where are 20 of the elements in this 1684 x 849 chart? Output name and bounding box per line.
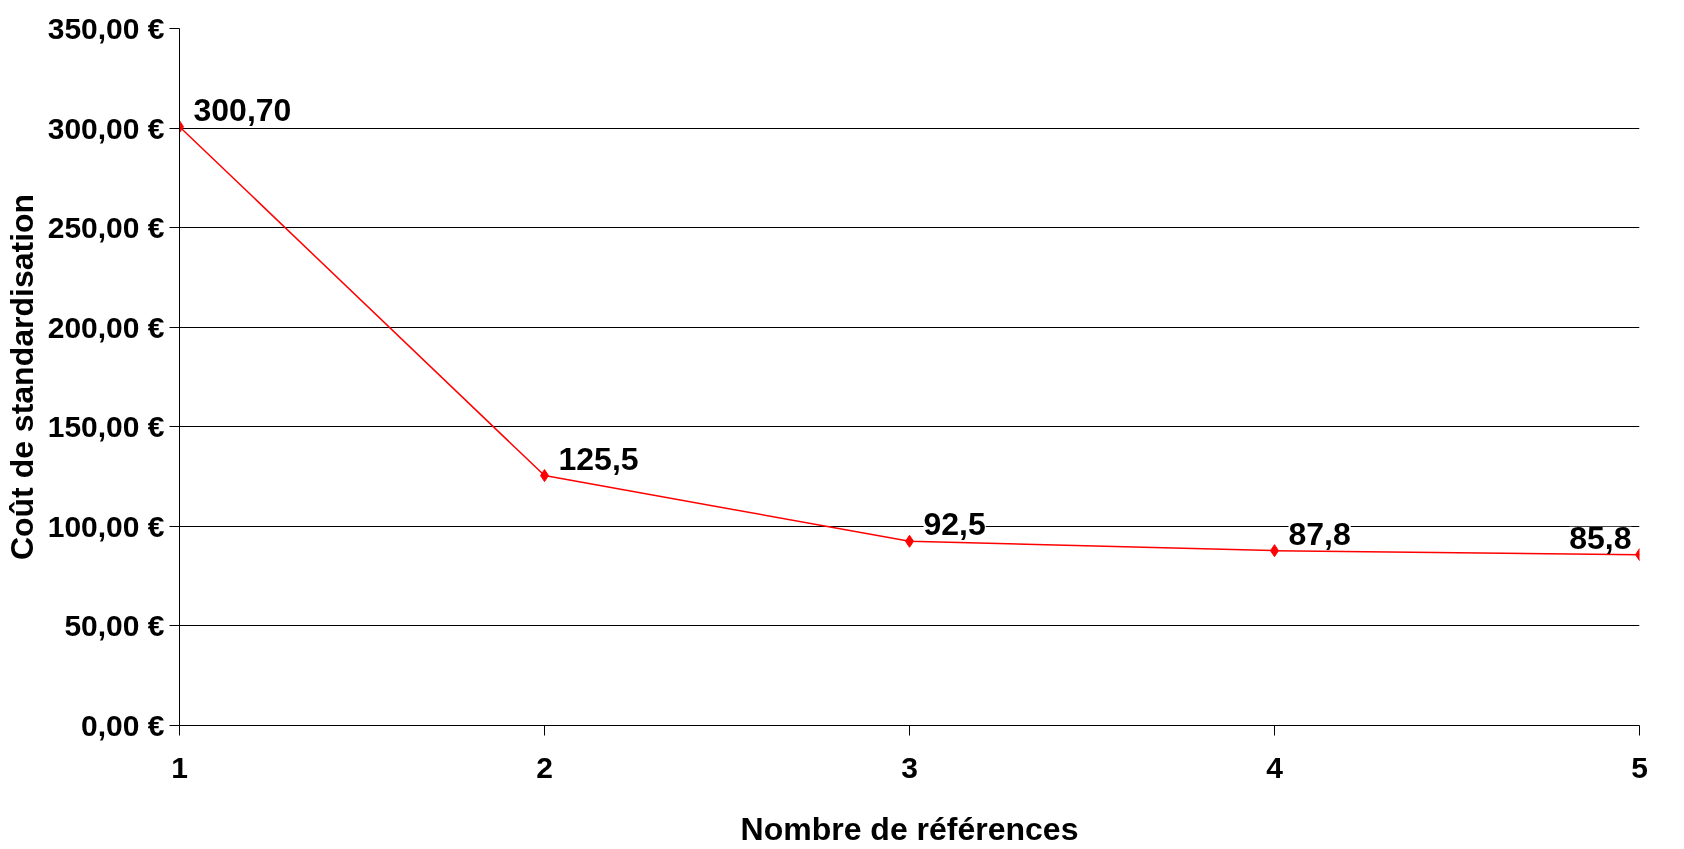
data-label: 85,8 — [1569, 519, 1632, 556]
y-tick-label: 50,00 € — [64, 609, 165, 643]
x-tick-label: 3 — [901, 750, 918, 784]
x-tick-label: 1 — [171, 750, 188, 784]
y-tick-label: 0,00 € — [81, 709, 165, 742]
data-label: 125,5 — [558, 440, 639, 477]
y-tick-label: 350,00 € — [47, 12, 165, 45]
data-label: 92,5 — [923, 506, 986, 543]
y-tick-label: 250,00 € — [47, 211, 165, 245]
y-axis-title: Coût de standardisation — [3, 193, 40, 561]
x-tick-label: 4 — [1266, 750, 1284, 784]
y-tick-label: 300,00 € — [47, 111, 165, 145]
x-axis-title: Nombre de références — [740, 810, 1079, 847]
y-tick-label: 100,00 € — [47, 509, 165, 543]
y-tick-label: 150,00 € — [47, 410, 165, 444]
y-tick-label: 200,00 € — [47, 310, 165, 344]
data-label: 300,70 — [193, 91, 292, 128]
x-tick-label: 5 — [1631, 750, 1648, 784]
x-tick-label: 2 — [536, 750, 553, 784]
data-label: 87,8 — [1288, 515, 1351, 552]
